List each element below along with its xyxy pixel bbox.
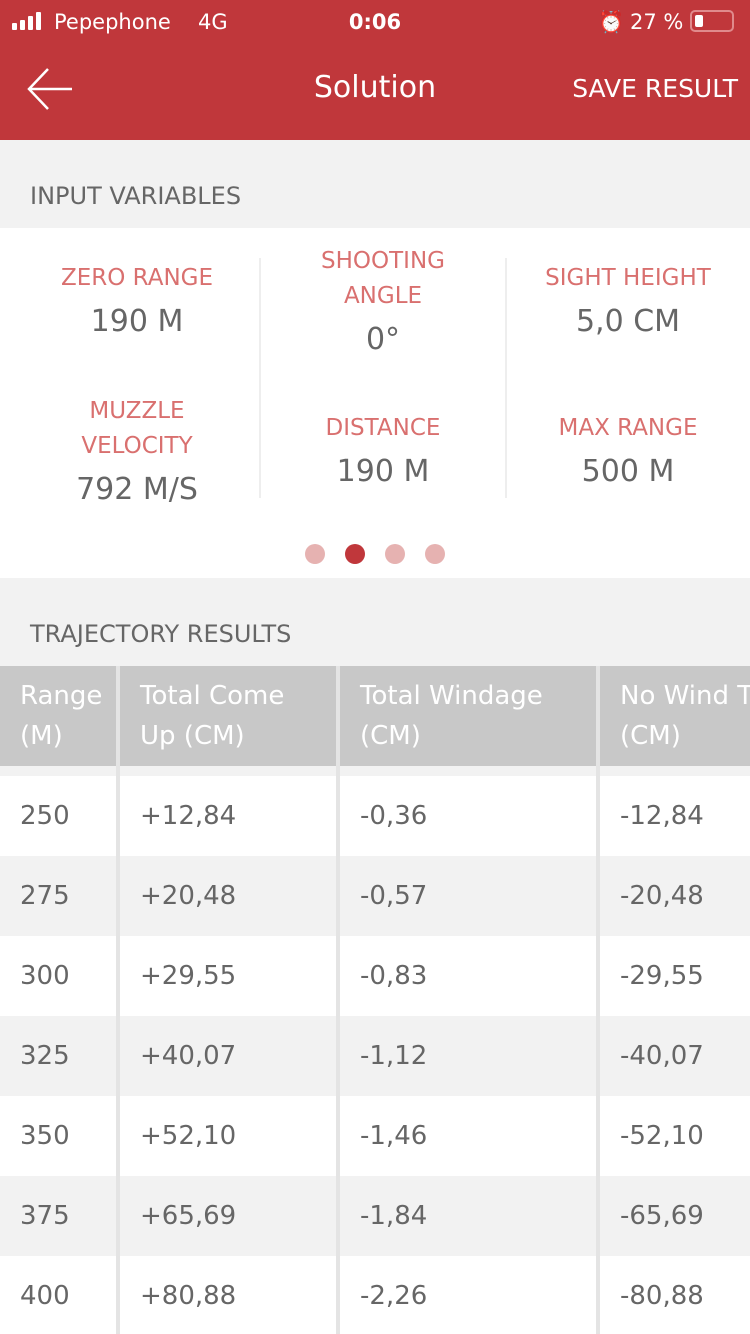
header-line: (M) bbox=[20, 721, 63, 751]
header-line: Up (CM) bbox=[140, 721, 245, 751]
header-line: No Wind T bbox=[620, 681, 750, 711]
page-indicator[interactable] bbox=[0, 544, 750, 564]
shooting-angle: SHOOTING ANGLE 0° bbox=[258, 244, 508, 357]
label: ZERO RANGE bbox=[60, 265, 214, 291]
battery-icon bbox=[690, 10, 734, 32]
table-cell: -0,83 bbox=[360, 961, 428, 991]
value: 792 M/S bbox=[76, 472, 198, 507]
table-cell: -1,12 bbox=[360, 1041, 428, 1071]
table-cell: -1,84 bbox=[360, 1201, 428, 1231]
table-cell: +29,55 bbox=[140, 961, 237, 991]
page-dot[interactable] bbox=[425, 544, 445, 564]
table-cell: +52,10 bbox=[140, 1121, 237, 1151]
table-cell: +80,88 bbox=[140, 1281, 237, 1311]
results-table[interactable]: Range (M) Total Come Up (CM) Total Windage (C… bbox=[0, 666, 750, 1334]
table-cell: -65,69 bbox=[620, 1201, 704, 1231]
trajectory-results-title: TRAJECTORY RESULTS bbox=[30, 620, 292, 648]
value: 500 M bbox=[581, 454, 675, 489]
label: SHOOTING ANGLE bbox=[321, 248, 445, 309]
table-cell: 400 bbox=[20, 1281, 70, 1311]
column-header[interactable]: No Wind T (CM) bbox=[600, 666, 750, 766]
table-cell: 325 bbox=[20, 1041, 70, 1071]
table-cell: 300 bbox=[20, 961, 70, 991]
table-cell: -40,07 bbox=[620, 1041, 704, 1071]
clock: 0:06 bbox=[348, 10, 402, 34]
table-cell: -1,46 bbox=[360, 1121, 428, 1151]
label: MUZZLE VELOCITY bbox=[81, 398, 193, 459]
column-separator bbox=[596, 666, 600, 1334]
alarm-icon: ⏰ bbox=[598, 10, 625, 34]
sight-height: SIGHT HEIGHT 5,0 CM bbox=[503, 261, 750, 339]
label: MAX RANGE bbox=[558, 415, 698, 441]
header-line: Total Windage bbox=[360, 681, 543, 711]
header-line: Range bbox=[20, 681, 103, 711]
table-cell: -0,36 bbox=[360, 801, 428, 831]
column-header[interactable]: Total Windage (CM) bbox=[340, 666, 596, 766]
table-row: 250 +12,84 -0,36 -12,84 bbox=[0, 776, 750, 856]
table-cell: -80,88 bbox=[620, 1281, 704, 1311]
column-header[interactable]: Range (M) bbox=[0, 666, 116, 766]
value: 5,0 CM bbox=[575, 304, 681, 339]
battery-percent: 27 % bbox=[630, 10, 684, 34]
input-variables-title: INPUT VARIABLES bbox=[30, 182, 242, 210]
table-cell: 275 bbox=[20, 881, 70, 911]
table-row: 300 +29,55 -0,83 -29,55 bbox=[0, 936, 750, 1016]
table-cell: -0,57 bbox=[360, 881, 428, 911]
max-range: MAX RANGE 500 M bbox=[503, 411, 750, 489]
table-cell: -52,10 bbox=[620, 1121, 704, 1151]
table-cell: 350 bbox=[20, 1121, 70, 1151]
table-row: 325 +40,07 -1,12 -40,07 bbox=[0, 1016, 750, 1096]
table-cell: -12,84 bbox=[620, 801, 704, 831]
column-header[interactable]: Total Come Up (CM) bbox=[120, 666, 336, 766]
value: 190 M bbox=[90, 304, 184, 339]
header-line: (CM) bbox=[360, 721, 421, 751]
save-result-button[interactable]: SAVE RESULT bbox=[572, 74, 738, 103]
table-cell: +65,69 bbox=[140, 1201, 237, 1231]
table-header: Range (M) Total Come Up (CM) Total Windage (C… bbox=[0, 666, 750, 766]
distance: DISTANCE 190 M bbox=[258, 411, 508, 489]
column-separator bbox=[336, 666, 340, 1334]
table-row: 350 +52,10 -1,46 -52,10 bbox=[0, 1096, 750, 1176]
label: DISTANCE bbox=[325, 415, 441, 441]
page-dot[interactable] bbox=[305, 544, 325, 564]
column-separator bbox=[116, 666, 120, 1334]
table-cell: 375 bbox=[20, 1201, 70, 1231]
table-row: 275 +20,48 -0,57 -20,48 bbox=[0, 856, 750, 936]
carrier: Pepephone bbox=[54, 10, 171, 34]
muzzle-velocity: MUZZLE VELOCITY 792 M/S bbox=[12, 394, 262, 507]
table-row: 375 +65,69 -1,84 -65,69 bbox=[0, 1176, 750, 1256]
label: SIGHT HEIGHT bbox=[545, 265, 711, 291]
table-cell: 250 bbox=[20, 801, 70, 831]
header-bar: Pepephone 4G 0:06 ⏰ 27 % Solution SAVE R… bbox=[0, 0, 750, 140]
table-cell: -29,55 bbox=[620, 961, 704, 991]
page-title: Solution bbox=[313, 70, 437, 105]
table-cell: +20,48 bbox=[140, 881, 237, 911]
value: 190 M bbox=[336, 454, 430, 489]
page-dot-active[interactable] bbox=[345, 544, 365, 564]
table-cell: -20,48 bbox=[620, 881, 704, 911]
divider bbox=[505, 258, 507, 498]
table-cell: -2,26 bbox=[360, 1281, 428, 1311]
arrow-left-icon[interactable] bbox=[26, 66, 76, 112]
page-dot[interactable] bbox=[385, 544, 405, 564]
table-row: 400 +80,88 -2,26 -80,88 bbox=[0, 1256, 750, 1334]
input-variables-card[interactable]: ZERO RANGE 190 M SHOOTING ANGLE 0° SIGHT H… bbox=[0, 228, 750, 578]
header-line: (CM) bbox=[620, 721, 681, 751]
divider bbox=[259, 258, 261, 498]
network: 4G bbox=[198, 10, 228, 34]
value: 0° bbox=[365, 322, 401, 357]
table-cell: +40,07 bbox=[140, 1041, 237, 1071]
signal-icon bbox=[12, 12, 41, 30]
zero-range: ZERO RANGE 190 M bbox=[12, 261, 262, 339]
table-cell: +12,84 bbox=[140, 801, 237, 831]
header-line: Total Come bbox=[140, 681, 285, 711]
